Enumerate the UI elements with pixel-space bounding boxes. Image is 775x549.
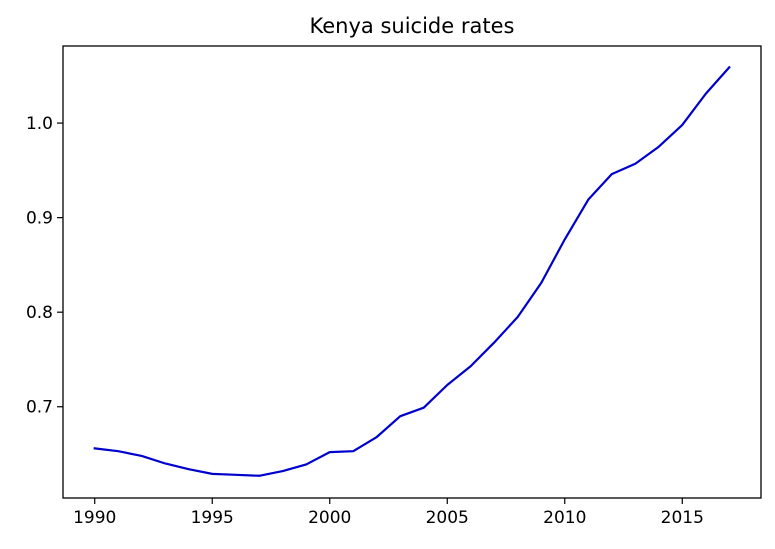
x-tick-label: 2015 — [661, 508, 704, 528]
x-tick-label: 1995 — [191, 508, 234, 528]
series-line — [93, 65, 731, 477]
y-tick-label: 0.9 — [26, 209, 53, 229]
x-tick-label: 2005 — [426, 508, 469, 528]
y-tick-label: 1.0 — [26, 114, 53, 134]
x-tick-label: 1990 — [73, 508, 116, 528]
chart-title: Kenya suicide rates — [310, 14, 515, 38]
series-layer — [93, 65, 731, 477]
x-tick-label: 2010 — [543, 508, 586, 528]
x-tick-label: 2000 — [308, 508, 351, 528]
plot-frame — [62, 45, 762, 499]
x-axis: 1990 1995 2000 2005 2010 2015 — [73, 498, 704, 528]
y-tick-label: 0.8 — [26, 303, 53, 323]
y-axis: 0.7 0.8 0.9 1.0 — [26, 114, 63, 418]
y-tick-label: 0.7 — [26, 398, 53, 418]
